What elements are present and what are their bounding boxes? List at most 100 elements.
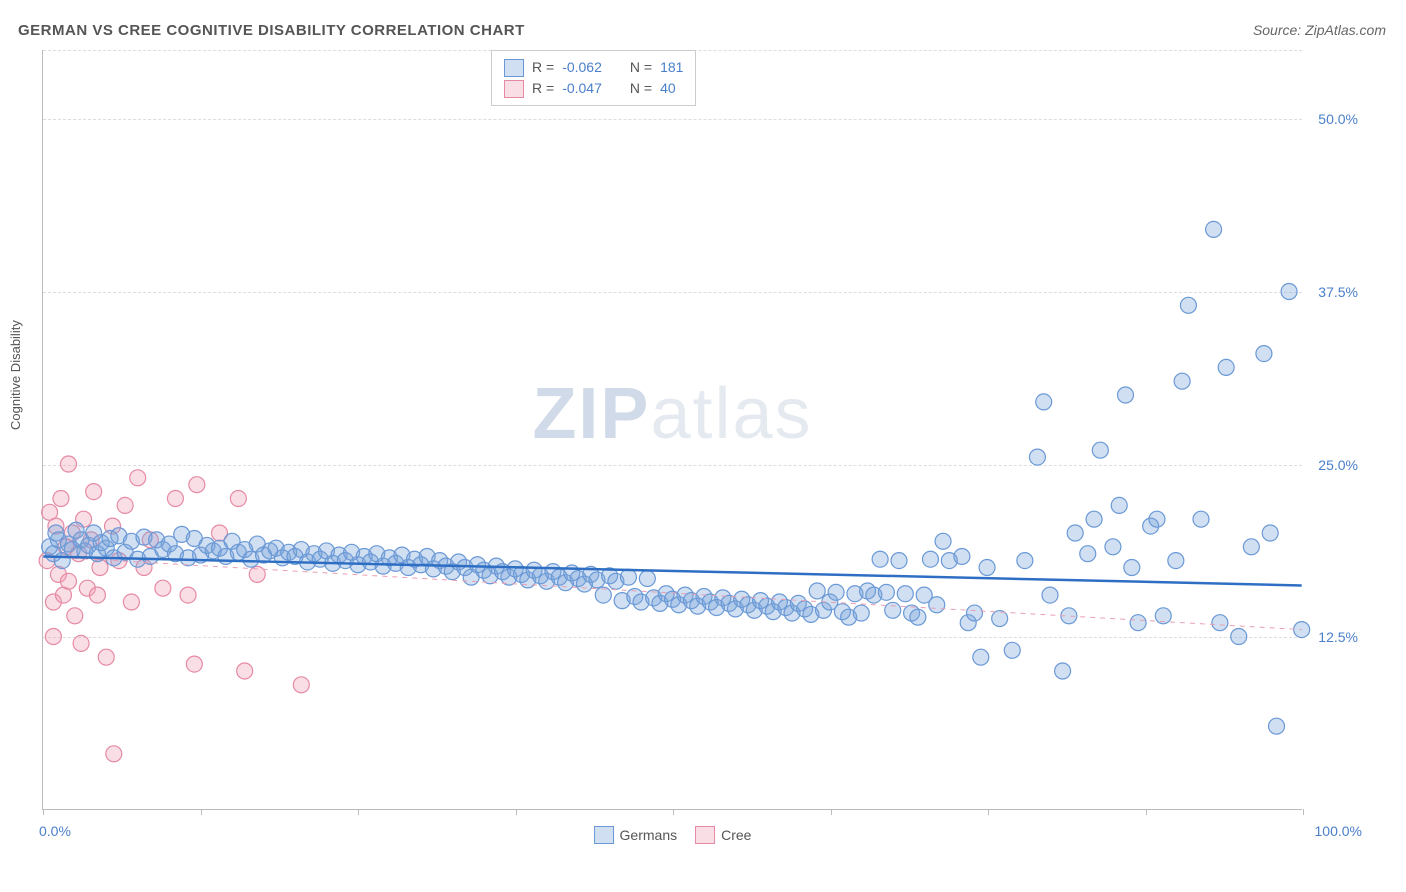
trend-line [43, 556, 1301, 585]
legend-germans-N: 181 [660, 57, 683, 78]
swatch-cree-icon [695, 826, 715, 844]
data-point [878, 584, 894, 600]
chart-title: GERMAN VS CREE COGNITIVE DISABILITY CORR… [18, 22, 525, 39]
data-point [1269, 718, 1285, 734]
data-point [53, 491, 69, 507]
data-point [1017, 553, 1033, 569]
chart-container: GERMAN VS CREE COGNITIVE DISABILITY CORR… [0, 0, 1406, 892]
data-point [1004, 642, 1020, 658]
plot-area: ZIPatlas 12.5%25.0%37.5%50.0% 0.0% 100.0… [42, 50, 1302, 810]
data-point [1149, 511, 1165, 527]
data-point [1067, 525, 1083, 541]
data-point [155, 580, 171, 596]
data-point [1080, 546, 1096, 562]
data-point [1118, 387, 1134, 403]
data-point [1212, 615, 1228, 631]
data-point [910, 609, 926, 625]
data-point [992, 611, 1008, 627]
data-point [61, 456, 77, 472]
data-point [620, 569, 636, 585]
data-point [189, 477, 205, 493]
data-point [237, 663, 253, 679]
data-point [1281, 284, 1297, 300]
data-point [1256, 346, 1272, 362]
data-point [186, 656, 202, 672]
data-point [885, 602, 901, 618]
data-point [67, 608, 83, 624]
x-tick [831, 809, 832, 815]
legend-row-germans: R = -0.062 N = 181 [504, 57, 683, 78]
y-tick-label: 50.0% [1318, 111, 1358, 127]
trend-line [43, 556, 1301, 629]
legend-correlation-box: R = -0.062 N = 181 R = -0.047 N = 40 [491, 50, 696, 106]
data-point [1218, 359, 1234, 375]
x-tick [516, 809, 517, 815]
legend-series-box: Germans Cree [594, 826, 752, 844]
data-point [973, 649, 989, 665]
data-point [1086, 511, 1102, 527]
legend-cree-label: Cree [721, 827, 751, 843]
legend-R-label: R = [532, 57, 554, 78]
data-point [1174, 373, 1190, 389]
data-point [1029, 449, 1045, 465]
data-point [1042, 587, 1058, 603]
data-point [1262, 525, 1278, 541]
data-point [1168, 553, 1184, 569]
swatch-germans [504, 59, 524, 77]
legend-N-label: N = [630, 78, 652, 99]
y-tick-label: 37.5% [1318, 284, 1358, 300]
data-point [73, 635, 89, 651]
data-point [1243, 539, 1259, 555]
scatter-svg [43, 50, 1302, 809]
x-tick [1146, 809, 1147, 815]
data-point [230, 491, 246, 507]
legend-R-label: R = [532, 78, 554, 99]
data-point [98, 649, 114, 665]
data-point [1180, 297, 1196, 313]
data-point [891, 553, 907, 569]
data-point [1206, 221, 1222, 237]
legend-item-germans: Germans [594, 826, 678, 844]
data-point [180, 587, 196, 603]
x-tick [673, 809, 674, 815]
data-point [1105, 539, 1121, 555]
legend-germans-R: -0.062 [562, 57, 602, 78]
x-tick-label-max: 100.0% [1315, 823, 1362, 839]
data-point [293, 677, 309, 693]
x-tick [358, 809, 359, 815]
data-point [1193, 511, 1209, 527]
data-point [954, 548, 970, 564]
data-point [117, 497, 133, 513]
data-point [922, 551, 938, 567]
x-tick [1303, 809, 1304, 815]
x-tick [201, 809, 202, 815]
legend-germans-label: Germans [620, 827, 678, 843]
data-point [45, 629, 61, 645]
source-label: Source: ZipAtlas.com [1253, 22, 1386, 38]
data-point [639, 571, 655, 587]
legend-cree-N: 40 [660, 78, 676, 99]
data-point [979, 560, 995, 576]
data-point [1124, 560, 1140, 576]
y-axis-label: Cognitive Disability [8, 320, 23, 430]
data-point [809, 583, 825, 599]
data-point [929, 597, 945, 613]
data-point [853, 605, 869, 621]
legend-row-cree: R = -0.047 N = 40 [504, 78, 683, 99]
legend-N-label: N = [630, 57, 652, 78]
x-tick [43, 809, 44, 815]
data-point [828, 584, 844, 600]
y-tick-label: 25.0% [1318, 457, 1358, 473]
data-point [123, 594, 139, 610]
legend-cree-R: -0.047 [562, 78, 602, 99]
x-tick-label-min: 0.0% [39, 823, 71, 839]
data-point [89, 587, 105, 603]
swatch-germans-icon [594, 826, 614, 844]
data-point [935, 533, 951, 549]
swatch-cree [504, 80, 524, 98]
data-point [130, 470, 146, 486]
data-point [1111, 497, 1127, 513]
data-point [106, 746, 122, 762]
x-tick [988, 809, 989, 815]
legend-item-cree: Cree [695, 826, 751, 844]
